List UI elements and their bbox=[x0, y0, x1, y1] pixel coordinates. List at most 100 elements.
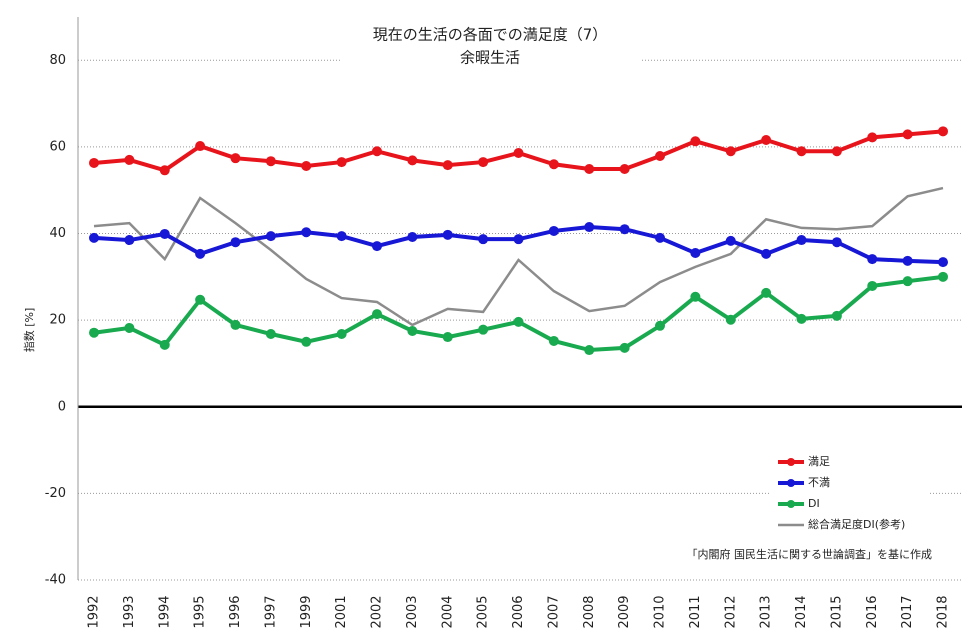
x-tick-label: 2002 bbox=[370, 595, 385, 628]
data-point bbox=[195, 141, 206, 152]
data-point bbox=[513, 316, 524, 327]
data-point bbox=[372, 241, 382, 252]
data-point bbox=[442, 332, 453, 343]
data-point bbox=[725, 314, 736, 325]
data-point bbox=[796, 235, 807, 246]
chart-title: 現在の生活の各面での満足度（7） bbox=[373, 26, 608, 44]
data-point bbox=[230, 237, 241, 248]
source-note: 「内閣府 国民生活に関する世論調査」を基に作成 bbox=[687, 547, 933, 561]
data-point bbox=[690, 248, 701, 259]
data-point bbox=[265, 156, 276, 167]
data-point bbox=[89, 327, 99, 338]
data-point bbox=[584, 345, 595, 356]
data-point bbox=[796, 146, 807, 157]
x-tick-label: 2004 bbox=[440, 595, 455, 628]
data-point bbox=[478, 234, 489, 245]
legend-label: DI bbox=[808, 497, 820, 510]
data-point bbox=[159, 228, 170, 239]
data-point bbox=[513, 147, 524, 158]
data-point bbox=[230, 153, 241, 164]
data-point bbox=[265, 329, 276, 340]
x-tick-label: 1997 bbox=[263, 595, 278, 628]
data-point bbox=[619, 164, 630, 175]
data-point bbox=[831, 310, 842, 321]
data-point bbox=[548, 159, 559, 170]
data-point bbox=[938, 257, 948, 268]
data-point bbox=[513, 234, 524, 245]
legend-label: 総合満足度DI(参考) bbox=[808, 517, 905, 531]
data-point bbox=[548, 225, 559, 236]
x-tick-label: 2006 bbox=[511, 595, 526, 628]
data-point bbox=[195, 248, 206, 259]
legend-marker bbox=[787, 500, 795, 508]
legend-marker bbox=[787, 479, 795, 487]
data-point bbox=[655, 232, 665, 243]
data-point bbox=[761, 134, 772, 145]
data-point bbox=[655, 151, 665, 162]
x-tick-label: 1992 bbox=[87, 595, 102, 628]
x-tick-label: 2005 bbox=[476, 595, 491, 628]
chart-subtitle: 余暇生活 bbox=[460, 49, 520, 67]
x-tick-label: 2001 bbox=[334, 595, 349, 628]
x-tick-label: 2012 bbox=[723, 595, 738, 628]
data-point bbox=[442, 160, 453, 171]
data-point bbox=[301, 160, 312, 171]
data-point bbox=[584, 164, 595, 175]
data-point bbox=[124, 154, 135, 165]
y-tick-label: -20 bbox=[45, 486, 66, 501]
y-tick-label: 20 bbox=[49, 313, 66, 328]
x-tick-label: 2013 bbox=[759, 595, 774, 628]
data-point bbox=[407, 325, 418, 336]
data-point bbox=[761, 287, 772, 298]
data-point bbox=[902, 129, 913, 140]
series-line bbox=[93, 186, 944, 327]
x-tick-label: 1996 bbox=[228, 595, 243, 628]
data-point bbox=[124, 235, 135, 246]
data-point bbox=[761, 248, 772, 259]
data-point bbox=[655, 320, 665, 331]
x-tick-label: 1999 bbox=[299, 595, 314, 628]
data-point bbox=[478, 157, 489, 168]
x-tick-label: 2003 bbox=[405, 595, 420, 628]
data-point bbox=[867, 254, 878, 265]
data-point bbox=[336, 157, 347, 168]
data-point bbox=[478, 324, 489, 335]
data-point bbox=[867, 280, 878, 291]
legend-label: 不満 bbox=[808, 476, 830, 489]
data-point bbox=[89, 157, 99, 168]
x-tick-label: 2016 bbox=[865, 595, 880, 628]
data-point bbox=[372, 309, 382, 320]
data-point bbox=[831, 146, 842, 157]
data-point bbox=[548, 335, 559, 346]
x-tick-label: 1994 bbox=[157, 595, 172, 628]
legend-label: 満足 bbox=[808, 455, 830, 468]
y-tick-label: 80 bbox=[49, 53, 66, 68]
data-point bbox=[619, 342, 630, 353]
data-point bbox=[265, 231, 276, 242]
x-tick-label: 2011 bbox=[688, 595, 703, 628]
x-tick-label: 1995 bbox=[193, 595, 208, 628]
data-point bbox=[407, 232, 418, 243]
data-point bbox=[690, 136, 701, 147]
data-point bbox=[938, 271, 948, 282]
data-point bbox=[195, 294, 206, 305]
series-line bbox=[93, 274, 944, 353]
y-tick-label: 40 bbox=[49, 226, 66, 241]
y-tick-label: -40 bbox=[45, 573, 66, 588]
data-point bbox=[796, 313, 807, 324]
data-point bbox=[301, 336, 312, 347]
x-tick-label: 1993 bbox=[122, 595, 137, 628]
x-tick-label: 2015 bbox=[829, 595, 844, 628]
data-point bbox=[584, 222, 595, 233]
data-point bbox=[725, 146, 736, 157]
data-point bbox=[725, 235, 736, 246]
x-tick-label: 2008 bbox=[582, 595, 597, 628]
data-point bbox=[407, 155, 418, 166]
x-tick-label: 2014 bbox=[794, 595, 809, 628]
data-point bbox=[336, 231, 347, 242]
series-line bbox=[93, 225, 944, 265]
data-point bbox=[938, 126, 948, 137]
x-tick-label: 2018 bbox=[936, 595, 951, 628]
y-tick-label: 60 bbox=[49, 139, 66, 154]
